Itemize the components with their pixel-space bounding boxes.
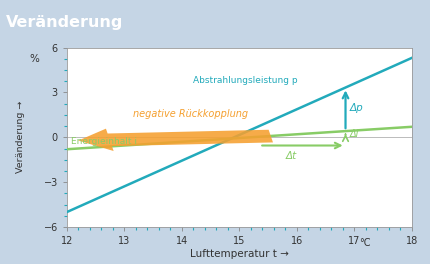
Text: Δp: Δp bbox=[349, 103, 362, 113]
Text: Energieinhalt i: Energieinhalt i bbox=[71, 136, 137, 145]
X-axis label: Lufttemperatur t →: Lufttemperatur t → bbox=[189, 249, 288, 259]
Text: Δi: Δi bbox=[349, 129, 358, 139]
Text: Veränderung →: Veränderung → bbox=[16, 101, 25, 173]
Text: negative Rückkopplung: negative Rückkopplung bbox=[132, 109, 247, 119]
Text: Abstrahlungsleistung p: Abstrahlungsleistung p bbox=[193, 76, 297, 85]
Text: °C: °C bbox=[358, 238, 369, 248]
Text: Veränderung: Veränderung bbox=[6, 15, 123, 30]
Text: %: % bbox=[29, 54, 39, 64]
Text: Δt: Δt bbox=[285, 151, 296, 161]
FancyArrow shape bbox=[78, 129, 272, 151]
